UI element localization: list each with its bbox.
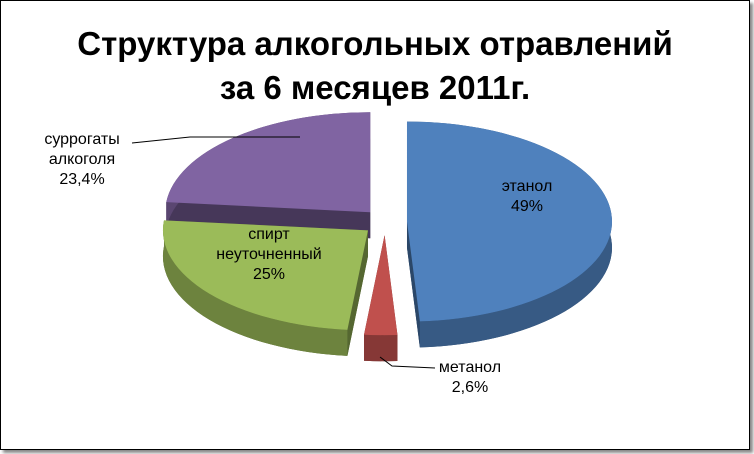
- category-label: метанол: [438, 359, 502, 376]
- slice-side: [364, 334, 398, 362]
- data-label: метанол 2,6%: [425, 358, 515, 398]
- value-label: 23,4%: [59, 171, 105, 188]
- data-label: суррогаты алкоголя 23,4%: [27, 130, 137, 190]
- slice: [364, 235, 398, 336]
- data-label: спирт неуточненный 25%: [199, 225, 339, 285]
- slice: [166, 112, 371, 213]
- value-label: 25%: [252, 266, 286, 283]
- slice: [162, 220, 368, 330]
- category-label: суррогаты алкоголя: [44, 131, 120, 168]
- category-label: спирт неуточненный: [216, 226, 322, 263]
- slice-side: [162, 220, 348, 356]
- slice-side: [406, 221, 420, 348]
- leader-line: [379, 356, 436, 369]
- value-label: 49%: [510, 198, 544, 215]
- chart-title: Структура алкогольных отравлений за 6 ме…: [77, 25, 673, 106]
- data-label: этанол 49%: [482, 177, 572, 217]
- slice: [406, 121, 612, 322]
- value-label: 2,6%: [451, 379, 489, 396]
- category-label: этанол: [501, 178, 553, 195]
- leader-line: [131, 136, 300, 144]
- slice-side: [347, 230, 368, 356]
